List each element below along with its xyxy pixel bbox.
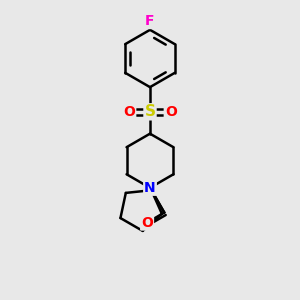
Text: O: O	[165, 105, 177, 119]
Text: S: S	[145, 104, 155, 119]
Text: O: O	[123, 105, 135, 119]
Text: N: N	[144, 181, 156, 195]
Text: F: F	[145, 14, 155, 28]
Text: O: O	[141, 216, 153, 230]
